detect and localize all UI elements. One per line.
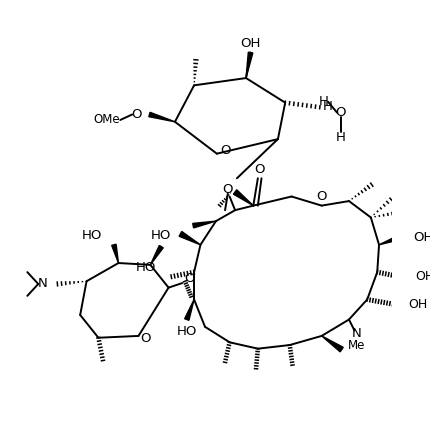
Text: Me: Me [347, 338, 365, 351]
Text: HO: HO [177, 325, 197, 338]
Text: O: O [335, 106, 346, 119]
Polygon shape [179, 232, 200, 245]
Text: O: O [184, 272, 195, 285]
Polygon shape [379, 235, 400, 245]
Text: N: N [38, 277, 48, 290]
Text: OH: OH [408, 298, 427, 310]
Polygon shape [193, 221, 216, 228]
Text: O: O [141, 332, 151, 345]
Text: HO: HO [82, 229, 102, 242]
Polygon shape [322, 336, 343, 352]
Text: O: O [132, 108, 142, 121]
Text: OMe: OMe [93, 114, 120, 126]
Text: OH: OH [240, 37, 261, 50]
Polygon shape [233, 190, 253, 206]
Text: O: O [316, 190, 327, 203]
Text: O: O [221, 145, 231, 157]
Text: HO: HO [135, 261, 156, 274]
Text: N: N [351, 326, 361, 340]
Text: O: O [255, 163, 265, 176]
Polygon shape [184, 299, 194, 320]
Text: HO: HO [151, 229, 172, 242]
Text: O: O [223, 183, 233, 196]
Polygon shape [150, 245, 163, 265]
Text: H: H [336, 131, 346, 144]
Text: H: H [319, 95, 329, 108]
Polygon shape [246, 52, 253, 78]
Polygon shape [149, 112, 175, 122]
Text: H: H [323, 100, 333, 113]
Text: OH: OH [415, 270, 430, 283]
Text: OH: OH [414, 231, 430, 244]
Polygon shape [112, 244, 118, 263]
